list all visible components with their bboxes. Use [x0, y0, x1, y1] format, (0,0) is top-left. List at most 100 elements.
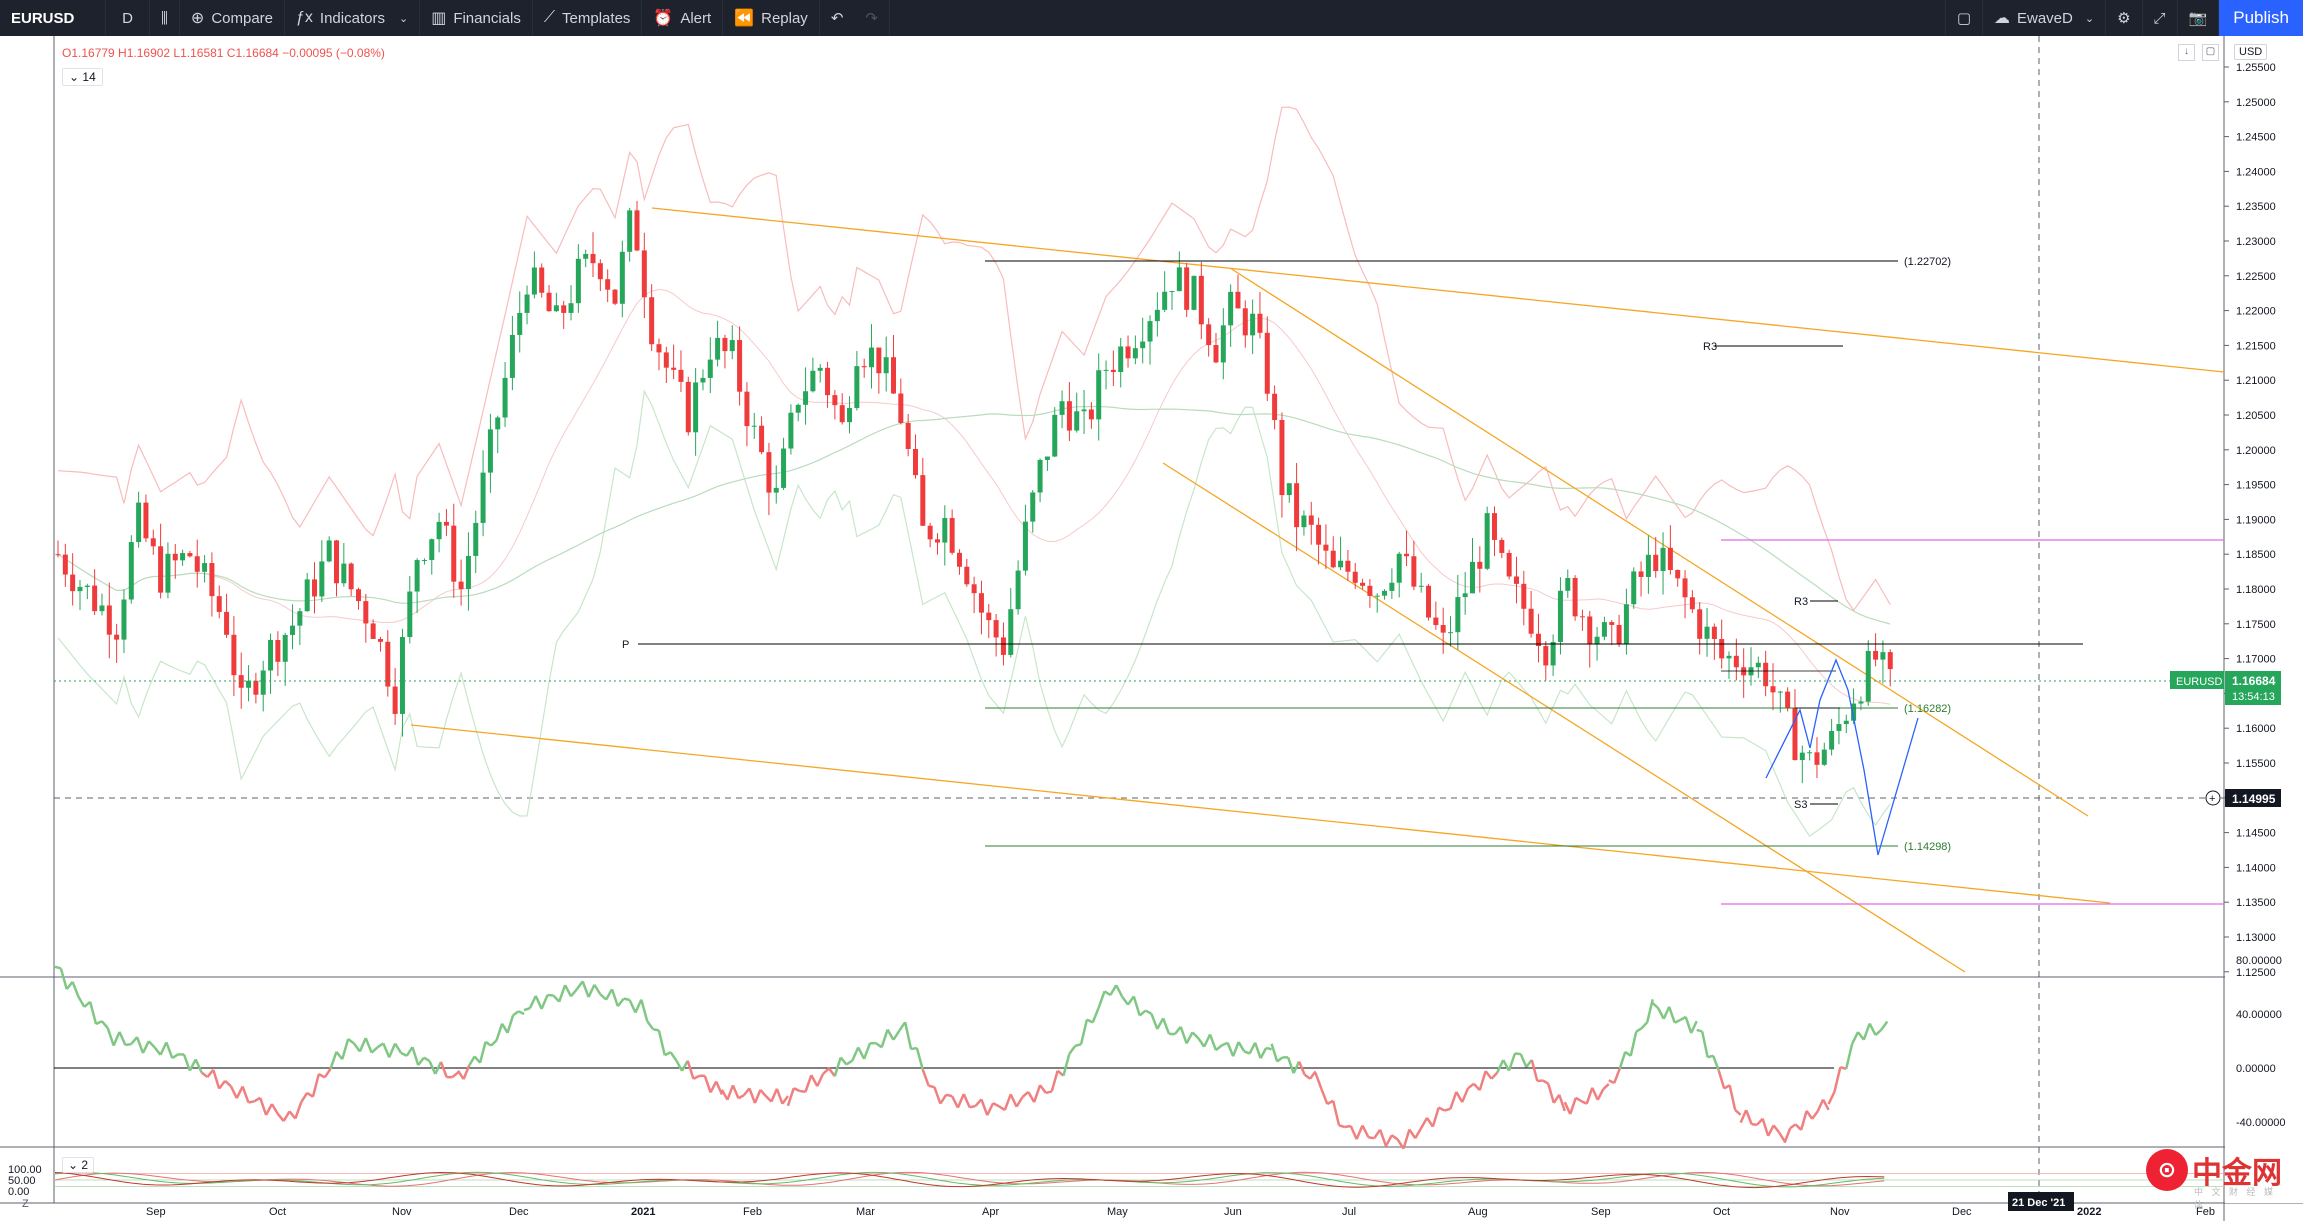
- maximize-pane-button[interactable]: ▢: [2202, 44, 2219, 61]
- candle-body: [1770, 686, 1776, 693]
- osc-segment: [726, 1084, 735, 1101]
- candle-body: [1088, 409, 1094, 420]
- osc-segment: [1591, 1087, 1599, 1101]
- interval-button[interactable]: D: [106, 0, 150, 36]
- price-axis: 80.00000 40.00000 0.00000 -40.00000 1.25500 1…: [2170, 36, 2303, 1203]
- candle-body: [348, 563, 354, 590]
- osc-segment: [318, 1072, 326, 1079]
- candle-body: [1719, 639, 1725, 659]
- undo-button[interactable]: ↶: [820, 0, 855, 36]
- p2-tick: 50.00: [8, 1175, 36, 1187]
- alert-button[interactable]: ⏰ Alert: [642, 0, 724, 36]
- crosshair-price-badge: [2225, 789, 2281, 807]
- osc-segment: [329, 1051, 338, 1070]
- candle-body: [1601, 622, 1607, 637]
- osc-segment: [1745, 1109, 1753, 1125]
- osc-segment: [388, 1043, 397, 1058]
- zoom-label[interactable]: Z: [22, 1198, 29, 1210]
- candle-body: [1469, 561, 1475, 594]
- time-label: Feb: [2196, 1206, 2215, 1218]
- candle-body: [275, 639, 281, 662]
- osc-segment: [506, 1014, 515, 1034]
- candle-body: [1565, 577, 1571, 591]
- osc-segment: [1338, 1124, 1346, 1129]
- osc-segment: [478, 1041, 487, 1064]
- osc-segment: [1613, 1068, 1621, 1084]
- compare-button[interactable]: ⊕ Compare: [180, 0, 286, 36]
- candle-body: [869, 347, 875, 368]
- osc-segment: [851, 1046, 860, 1061]
- candle-body: [55, 554, 61, 556]
- price-tick: 1.20500: [2236, 410, 2276, 422]
- candle-body: [1829, 730, 1835, 750]
- crosshair-date-text: 21 Dec '21: [2012, 1197, 2065, 1209]
- chart-style-button[interactable]: ⫼: [150, 0, 180, 36]
- layout-select-button[interactable]: ▢: [1944, 0, 1983, 36]
- scroll-down-button[interactable]: ↓: [2178, 44, 2195, 61]
- layout-name-button[interactable]: ☁ EwaveD ⌄: [1983, 0, 2107, 36]
- indicators-button[interactable]: ƒx Indicators ⌄: [285, 0, 421, 36]
- replay-button[interactable]: ⏪ Replay: [723, 0, 820, 36]
- osc-segment: [1467, 1082, 1475, 1090]
- candle-body: [1323, 544, 1329, 551]
- financials-button[interactable]: ▥ Financials: [420, 0, 533, 36]
- candle-body: [766, 452, 772, 493]
- publish-button[interactable]: Publish: [2219, 0, 2303, 36]
- osc-segment: [100, 1020, 109, 1029]
- snapshot-button[interactable]: 📷: [2178, 0, 2220, 36]
- symbol-search-button[interactable]: EURUSD: [0, 0, 106, 36]
- price-tick: 1.18000: [2236, 584, 2276, 596]
- candle-body: [1220, 325, 1226, 363]
- candle-body: [1235, 291, 1241, 309]
- currency-select[interactable]: USD: [2234, 44, 2268, 60]
- osc-segment: [528, 995, 537, 1009]
- candle-body: [927, 525, 933, 540]
- osc-segment: [898, 1021, 907, 1032]
- s3-label: S3: [1794, 799, 1807, 811]
- osc-segment: [737, 1094, 745, 1100]
- candle-body: [627, 210, 633, 252]
- osc-segment: [1514, 1052, 1521, 1056]
- price-tick: 1.13000: [2236, 932, 2276, 944]
- osc-segment: [1039, 1084, 1047, 1094]
- osc-segment: [822, 1067, 830, 1075]
- redo-button[interactable]: ↷: [854, 0, 890, 36]
- time-label: Mar: [856, 1206, 875, 1218]
- osc-segment: [88, 1001, 98, 1025]
- osc-segment: [775, 1088, 784, 1105]
- osc-segment: [610, 988, 620, 1007]
- osc-segment: [1696, 1028, 1703, 1033]
- osc-segment: [599, 993, 607, 1001]
- time-label: 2021: [631, 1206, 655, 1218]
- price-tick: 1.19500: [2236, 480, 2276, 492]
- osc-segment: [1045, 1090, 1053, 1095]
- price-tick: 1.21500: [2236, 340, 2276, 352]
- pane2-legend-toggle[interactable]: ⌄ 2: [62, 1157, 95, 1173]
- osc-segment: [634, 999, 643, 1014]
- candle-body: [553, 305, 559, 312]
- osc-segment: [1050, 1070, 1059, 1092]
- templates-button[interactable]: ⟋ Templates: [533, 0, 643, 36]
- candle-body: [817, 367, 823, 371]
- candle-body: [1887, 652, 1893, 670]
- level-label-low: (1.14298): [1904, 841, 1951, 853]
- osc-segment: [212, 1069, 221, 1089]
- osc-segment: [417, 1056, 425, 1066]
- price-tick: 1.22000: [2236, 306, 2276, 318]
- osc-segment: [686, 1060, 695, 1080]
- fullscreen-button[interactable]: ⤢: [2143, 0, 2178, 36]
- osc-segment: [1414, 1127, 1423, 1139]
- templates-icon: ⟋: [543, 9, 556, 26]
- osc-segment: [910, 1046, 918, 1051]
- time-label: Jul: [1342, 1206, 1356, 1218]
- osc-segment: [742, 1087, 751, 1097]
- osc-segment: [1734, 1109, 1742, 1116]
- settings-button[interactable]: ⚙: [2106, 0, 2143, 36]
- price-tick: 1.17500: [2236, 619, 2276, 631]
- osc-segment: [95, 1020, 103, 1026]
- chart-canvas[interactable]: (1.22702) (1.16282) (1.14298) P R3 R3 S3 100.0…: [0, 36, 2303, 1221]
- candle-body: [978, 593, 984, 613]
- osc-segment: [1629, 1031, 1638, 1057]
- candle-body: [99, 605, 105, 612]
- indicator-legend-toggle[interactable]: ⌄ 14: [62, 68, 103, 86]
